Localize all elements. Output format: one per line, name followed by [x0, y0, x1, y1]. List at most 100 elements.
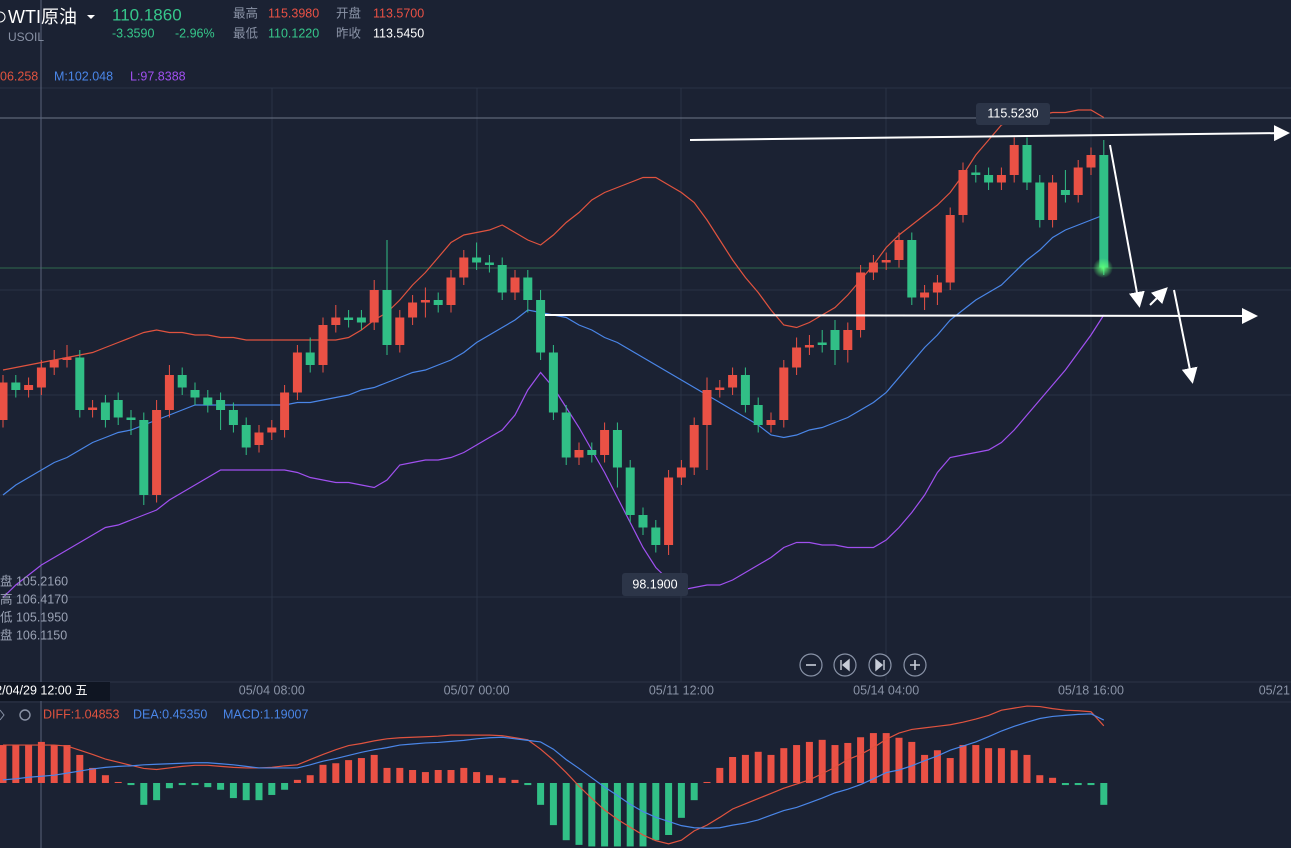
macd-bar	[191, 783, 199, 786]
settings[interactable]	[19, 709, 31, 721]
collapse[interactable]	[0, 709, 5, 721]
candle	[1099, 155, 1109, 268]
candle	[216, 400, 226, 410]
x-tick-label: 05/14 04:00	[853, 683, 919, 697]
candle	[484, 262, 494, 265]
candle	[369, 290, 379, 323]
macd-bar	[1061, 783, 1069, 786]
candle	[1035, 182, 1045, 220]
macd-bar	[396, 767, 404, 783]
code: USOIL	[8, 30, 44, 44]
macd-bar	[319, 764, 327, 783]
candle	[24, 385, 34, 390]
macd-bar	[754, 751, 762, 783]
macd-bar	[1036, 775, 1044, 783]
marker-box	[976, 103, 1050, 125]
macd-bar	[383, 767, 391, 783]
macd-bar	[793, 745, 801, 783]
crosshair-info: 盘 106.1150	[0, 627, 67, 642]
macd-bar	[165, 783, 173, 789]
candle	[254, 432, 264, 445]
macd-bar	[665, 783, 673, 835]
legend-entry: M:102.048	[54, 69, 113, 83]
macd-line	[3, 705, 1105, 845]
stat-label: 最低	[233, 26, 259, 40]
crosshair-label-bg	[0, 682, 110, 701]
macd-bar	[895, 737, 903, 783]
candle	[536, 300, 546, 353]
plot	[0, 109, 1109, 847]
legend-entry: MACD:1.19007	[223, 707, 309, 721]
candle	[164, 375, 174, 410]
macd-bar	[1023, 754, 1031, 783]
min-marker: 98.1900	[632, 577, 677, 591]
macd-bar	[1074, 783, 1082, 786]
price-dot	[1093, 258, 1113, 278]
candle	[766, 420, 776, 425]
candle	[356, 317, 366, 323]
macd-bar	[741, 754, 749, 783]
candle	[305, 352, 315, 365]
macd-bar	[524, 783, 532, 786]
candle	[894, 240, 904, 260]
macd-bar	[498, 777, 506, 783]
dropdown[interactable]	[87, 15, 95, 19]
macd-bar	[268, 783, 276, 795]
macd-bar	[370, 754, 378, 783]
candle	[702, 390, 712, 425]
macd-bar	[25, 745, 33, 783]
macd-bar	[946, 758, 954, 783]
macd-bar	[933, 750, 941, 783]
candle	[75, 357, 85, 410]
candle	[984, 175, 994, 183]
macd-bar	[767, 754, 775, 783]
macd-bar	[972, 745, 980, 783]
candle	[868, 262, 878, 273]
candle	[62, 357, 72, 360]
macd-bar	[997, 748, 1005, 783]
candle	[689, 425, 699, 468]
legend-entry: DEA:0.45350	[133, 707, 207, 721]
candle	[600, 430, 610, 455]
candle	[228, 410, 238, 425]
crosshair-info: 盘 105.2160	[0, 573, 68, 588]
legend-entry: L:97.8388	[130, 69, 186, 83]
candle	[267, 427, 277, 433]
candle	[88, 407, 98, 410]
candle	[856, 272, 866, 330]
zoom-in[interactable]	[903, 653, 927, 677]
candle	[548, 352, 558, 413]
macd-bar	[652, 783, 660, 841]
macd-bar	[357, 758, 365, 783]
candle	[792, 347, 802, 368]
band-line	[2, 109, 1105, 371]
macd-bar	[12, 745, 20, 783]
candle	[331, 317, 341, 325]
candle	[664, 477, 674, 545]
candle	[625, 467, 635, 515]
zoom-out[interactable]	[799, 653, 823, 677]
candle	[612, 430, 622, 468]
macd-bar	[178, 783, 186, 786]
macd-bar	[421, 772, 429, 783]
macd-bar	[921, 754, 929, 783]
macd-bar	[537, 783, 545, 805]
candle	[753, 405, 763, 425]
macd-bar	[562, 783, 570, 841]
macd-bar	[588, 783, 596, 847]
candle	[1048, 182, 1058, 220]
candle	[472, 257, 482, 263]
next[interactable]	[868, 653, 892, 677]
macd-bar	[50, 745, 58, 783]
macd-bar	[908, 741, 916, 783]
macd-bar	[818, 739, 826, 783]
macd-bar	[345, 760, 353, 783]
prev[interactable]	[833, 653, 857, 677]
macd-bar	[127, 783, 135, 786]
macd-bar	[511, 779, 519, 783]
symbol[interactable]: WTI原油	[8, 7, 77, 27]
candle	[433, 300, 443, 305]
macd-bar	[229, 783, 237, 799]
stat-label: 昨收	[336, 26, 362, 40]
